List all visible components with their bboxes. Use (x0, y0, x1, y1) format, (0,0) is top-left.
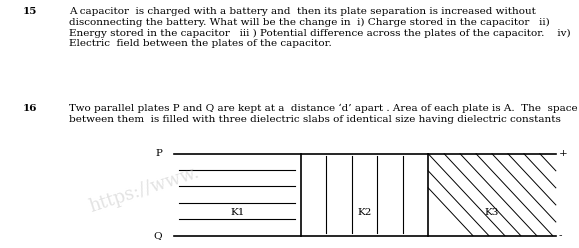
Text: K2: K2 (357, 208, 372, 217)
Text: K1: K1 (230, 208, 244, 217)
Text: -: - (559, 231, 562, 240)
Text: 16: 16 (23, 104, 38, 113)
Text: K3: K3 (485, 208, 499, 217)
Text: Two parallel plates P and Q are kept at a  distance ‘d’ apart . Area of each pla: Two parallel plates P and Q are kept at … (69, 104, 578, 124)
Text: +: + (559, 149, 567, 158)
Text: Q: Q (153, 231, 162, 240)
Text: https://www.: https://www. (87, 164, 202, 216)
Text: 15: 15 (23, 7, 38, 16)
Bar (428, 154, 556, 236)
Text: P: P (155, 149, 162, 158)
Text: A capacitor  is charged with a battery and  then its plate separation is increas: A capacitor is charged with a battery an… (69, 7, 571, 48)
